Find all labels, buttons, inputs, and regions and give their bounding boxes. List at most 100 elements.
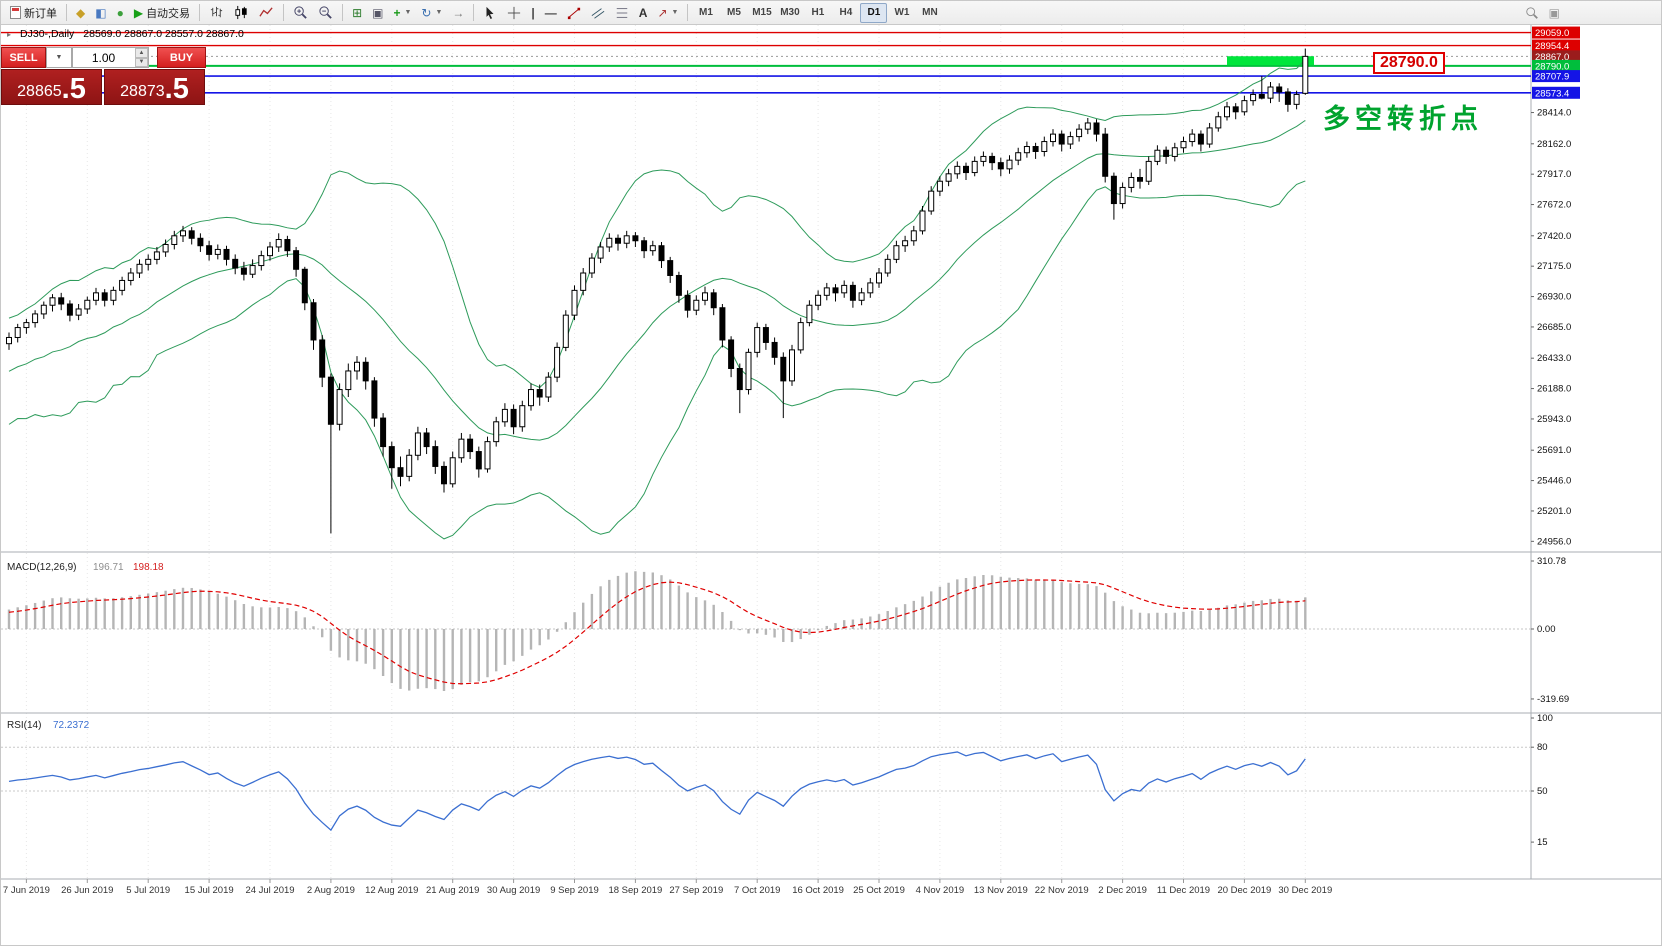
new-chart-button[interactable]: + ▼ xyxy=(388,3,416,23)
profiles-button[interactable]: ↻ ▼ xyxy=(416,3,447,23)
sell-price-display[interactable]: 28865 .5 xyxy=(1,69,102,105)
candlestick-chart-type-button[interactable] xyxy=(229,3,254,23)
zoom-in-button[interactable] xyxy=(288,3,313,23)
svg-text:27 Sep 2019: 27 Sep 2019 xyxy=(669,885,723,896)
horizontal-line-tool-button[interactable]: — xyxy=(540,3,562,23)
sell-price-main: 28865 xyxy=(17,83,62,100)
svg-text:22 Nov 2019: 22 Nov 2019 xyxy=(1035,885,1089,896)
cursor-tool-button[interactable] xyxy=(478,3,502,23)
toolbar: 新订单 ◆ ◧ ● ▶ 自动交易 ⊞ ▣ + ▼ ↻ ▼ → xyxy=(1,1,1661,25)
chart-annotation-text[interactable]: 多空转折点 xyxy=(1323,104,1483,134)
data-window-icon: ◧ xyxy=(95,5,107,20)
auto-trading-label: 自动交易 xyxy=(146,7,191,20)
timeframe-button-h4[interactable]: H4 xyxy=(832,3,859,23)
cascade-windows-button[interactable]: ▣ xyxy=(367,3,388,23)
svg-text:25 Oct 2019: 25 Oct 2019 xyxy=(853,885,905,896)
timeframe-button-mn[interactable]: MN xyxy=(916,3,943,23)
bar-chart-type-button[interactable] xyxy=(204,3,229,23)
timeframe-button-m30[interactable]: M30 xyxy=(776,3,803,23)
order-type-dropdown[interactable]: ▼ xyxy=(46,47,72,68)
text-tool-icon: A xyxy=(638,5,648,20)
new-order-label: 新订单 xyxy=(24,7,57,20)
resistance-zone[interactable] xyxy=(1227,56,1314,66)
price-axis[interactable]: 28414.0 28162.0 27917.0 27672.0 27420.0 27175… xyxy=(1531,26,1580,849)
auto-trading-button[interactable]: ▶ 自动交易 xyxy=(129,3,195,23)
divider xyxy=(473,4,475,21)
svg-text:13 Nov 2019: 13 Nov 2019 xyxy=(974,885,1028,896)
line-chart-type-button[interactable] xyxy=(254,3,279,23)
svg-text:-319.69: -319.69 xyxy=(1537,694,1569,705)
svg-text:16 Oct 2019: 16 Oct 2019 xyxy=(792,885,844,896)
timeframe-button-h1[interactable]: H1 xyxy=(804,3,831,23)
svg-text:25691.0: 25691.0 xyxy=(1537,445,1571,456)
timeframe-button-m5[interactable]: M5 xyxy=(720,3,747,23)
svg-text:29059.0: 29059.0 xyxy=(1535,28,1569,39)
new-order-button[interactable]: 新订单 xyxy=(5,3,62,23)
svg-text:24 Jul 2019: 24 Jul 2019 xyxy=(245,885,294,896)
chart-canvas[interactable]: MACD(12,26,9) 196.71 198.18 RSI(14) 72.2372 2… xyxy=(1,25,1662,946)
svg-text:28790.0: 28790.0 xyxy=(1535,61,1569,72)
properties-button[interactable]: ▣ xyxy=(1544,3,1565,23)
market-watch-button[interactable]: ◆ xyxy=(71,3,90,23)
svg-text:196.71: 196.71 xyxy=(93,562,124,573)
channel-tool-button[interactable] xyxy=(586,3,610,23)
trendline-tool-button[interactable] xyxy=(562,3,586,23)
svg-text:15: 15 xyxy=(1537,837,1548,848)
data-window-button[interactable]: ◧ xyxy=(90,3,111,23)
volume-increase-button[interactable]: ▲ xyxy=(135,48,148,58)
timeframe-button-m15[interactable]: M15 xyxy=(748,3,775,23)
sell-price-frac: .5 xyxy=(61,73,86,106)
buy-price-display[interactable]: 28873 .5 xyxy=(104,69,205,105)
svg-text:15 Jul 2019: 15 Jul 2019 xyxy=(185,885,234,896)
fibonacci-icon xyxy=(616,7,628,18)
axis-price-label xyxy=(1532,70,1580,83)
divider xyxy=(66,4,67,21)
arrows-tool-button[interactable]: ↗ ▼ xyxy=(652,3,683,23)
market-watch-icon: ◆ xyxy=(76,5,86,20)
text-tool-button[interactable]: A xyxy=(634,3,653,23)
fibonacci-tool-button[interactable] xyxy=(610,3,634,23)
volume-decrease-button[interactable]: ▼ xyxy=(135,57,148,67)
svg-text:28573.4: 28573.4 xyxy=(1535,88,1569,99)
svg-text:12 Aug 2019: 12 Aug 2019 xyxy=(365,885,418,896)
svg-text:5 Jul 2019: 5 Jul 2019 xyxy=(126,885,170,896)
svg-text:28707.9: 28707.9 xyxy=(1535,72,1569,83)
tile-windows-button[interactable]: ⊞ xyxy=(347,3,367,23)
chevron-down-icon: ▼ xyxy=(435,9,443,16)
tile-windows-icon: ⊞ xyxy=(352,5,363,20)
zoom-in-icon xyxy=(294,6,307,19)
new-chart-icon: + xyxy=(393,5,401,20)
main-pane xyxy=(1,31,1531,540)
timeframe-button-w1[interactable]: W1 xyxy=(888,3,915,23)
sell-button[interactable]: SELL xyxy=(1,47,46,68)
volume-input[interactable] xyxy=(72,47,149,68)
svg-text:25201.0: 25201.0 xyxy=(1537,506,1571,517)
divider xyxy=(687,4,689,21)
axis-price-label xyxy=(1532,86,1580,99)
one-click-trade-panel: SELL ▼ ▲ ▼ BUY 28865 .5 28873 xyxy=(1,47,206,105)
timeframe-button-d1[interactable]: D1 xyxy=(860,2,888,23)
search-icon xyxy=(1525,6,1538,19)
price-level-callout[interactable]: 28790.0 xyxy=(1373,52,1445,74)
svg-text:28162.0: 28162.0 xyxy=(1537,139,1571,150)
vertical-line-tool-button[interactable]: | xyxy=(526,3,539,23)
search-button[interactable] xyxy=(1520,3,1544,23)
chevron-down-icon: ▼ xyxy=(55,54,63,61)
new-order-icon xyxy=(10,6,21,19)
svg-text:27175.0: 27175.0 xyxy=(1537,261,1571,272)
zoom-out-button[interactable] xyxy=(313,3,338,23)
svg-text:27917.0: 27917.0 xyxy=(1537,169,1571,180)
crosshair-tool-button[interactable] xyxy=(502,3,526,23)
candlestick-icon xyxy=(235,5,247,20)
timeframe-button-m1[interactable]: M1 xyxy=(692,3,719,23)
svg-text:24956.0: 24956.0 xyxy=(1537,536,1571,547)
navigator-button[interactable]: ● xyxy=(112,3,129,23)
chart-shift-button[interactable]: → xyxy=(447,3,469,23)
chart-area: MACD(12,26,9) 196.71 198.18 RSI(14) 72.2372 2… xyxy=(1,25,1662,946)
axis-price-label xyxy=(1532,39,1580,52)
time-axis[interactable]: 7 Jun 2019 26 Jun 2019 5 Jul 2019 15 Jul 20… xyxy=(3,879,1332,896)
buy-button[interactable]: BUY xyxy=(157,47,206,68)
line-chart-icon xyxy=(259,7,273,17)
svg-text:7 Jun 2019: 7 Jun 2019 xyxy=(3,885,50,896)
